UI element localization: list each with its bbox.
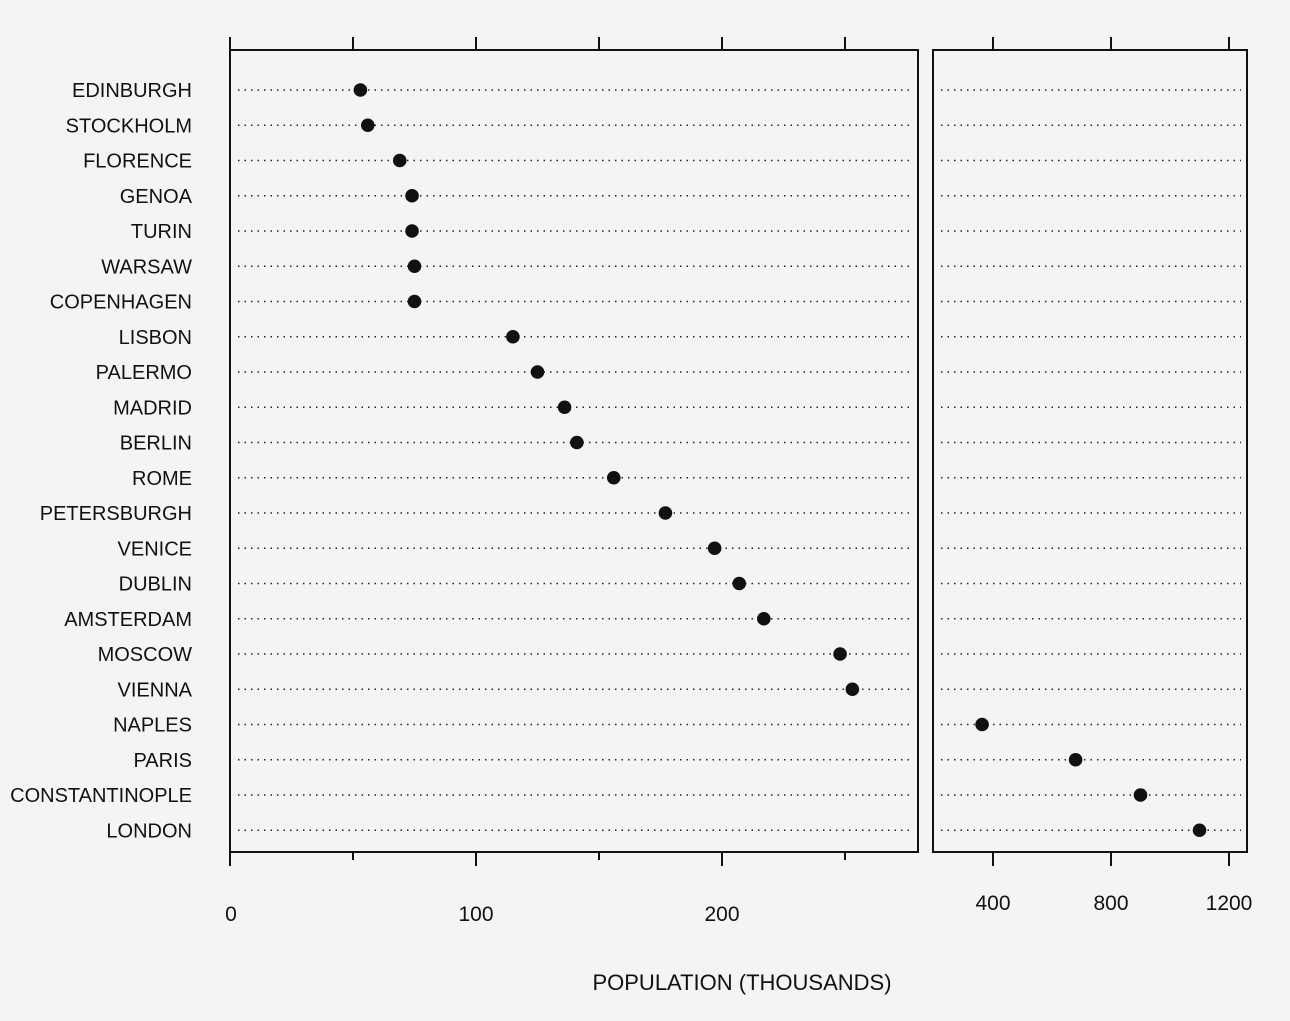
city-label: MADRID (113, 397, 192, 419)
data-point (570, 435, 584, 450)
x-tick-label: 0 (225, 903, 237, 926)
city-label: PETERSBURGH (40, 503, 192, 525)
data-point (658, 506, 673, 520)
data-point (392, 153, 407, 168)
city-label: GENOA (120, 186, 193, 208)
city-label: CONSTANTINOPLE (10, 785, 192, 807)
city-label: BERLIN (120, 433, 192, 455)
city-label: LONDON (106, 820, 192, 842)
data-point (506, 329, 520, 344)
data-point (1192, 823, 1207, 838)
data-point (1133, 788, 1148, 802)
data-point (530, 365, 545, 379)
city-label: DUBLIN (119, 574, 192, 596)
data-point (833, 647, 847, 661)
city-label: EDINBURGH (72, 80, 192, 102)
x-axis-title: POPULATION (THOUSANDS) (592, 970, 891, 995)
city-label: TURIN (131, 221, 192, 243)
city-label: VENICE (118, 538, 192, 560)
data-point (707, 541, 722, 556)
x-tick-label: 400 (975, 892, 1010, 915)
city-label: LISBON (119, 327, 192, 349)
data-point (845, 682, 860, 697)
data-point (407, 294, 422, 309)
city-label: FLORENCE (83, 151, 192, 173)
data-point (405, 188, 419, 203)
data-point (757, 611, 771, 626)
data-point (405, 224, 419, 238)
city-label: COPENHAGEN (50, 292, 192, 314)
data-point (407, 259, 422, 274)
city-label: STOCKHOLM (66, 115, 192, 137)
x-tick-label: 100 (458, 903, 493, 926)
city-label: NAPLES (113, 715, 192, 737)
data-point (557, 400, 572, 415)
data-point (360, 118, 375, 133)
data-point (975, 717, 989, 732)
data-point (1068, 752, 1083, 767)
panel-frame-1 (229, 49, 919, 853)
panel-frame-2 (932, 49, 1248, 853)
data-point (353, 83, 368, 97)
city-label: MOSCOW (98, 644, 193, 666)
city-label: WARSAW (101, 256, 192, 278)
x-tick-label: 1200 (1206, 892, 1253, 915)
city-label: VIENNA (118, 679, 193, 701)
city-label: PALERMO (96, 362, 192, 384)
x-tick-label: 800 (1093, 892, 1128, 915)
city-label: ROME (132, 468, 192, 490)
city-label: AMSTERDAM (64, 609, 192, 631)
data-point (606, 470, 621, 485)
city-label: PARIS (133, 750, 192, 772)
x-tick-label: 200 (704, 903, 739, 926)
data-point (732, 576, 747, 591)
